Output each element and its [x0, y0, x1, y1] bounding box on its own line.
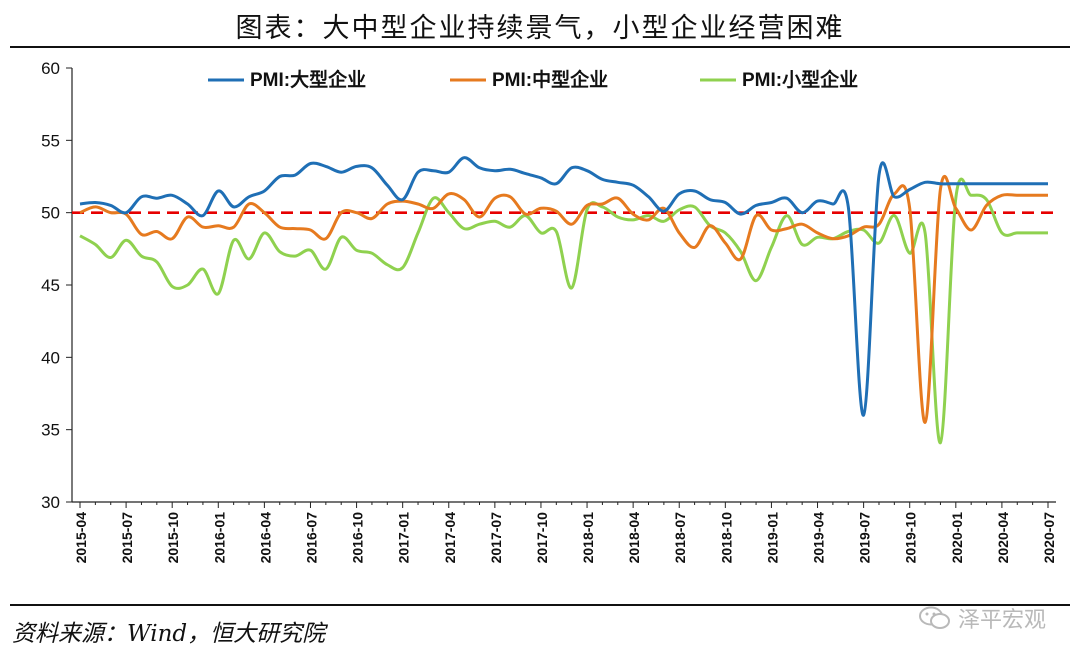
x-tick-label: 2017-07: [488, 512, 504, 564]
y-tick-label: 50: [41, 204, 60, 223]
x-tick-label: 2017-10: [534, 512, 550, 564]
wechat-icon: [918, 606, 950, 629]
y-tick-label: 40: [41, 348, 60, 367]
x-tick-label: 2020-01: [949, 512, 965, 564]
pmi-line-chart: 30 35 40 45 50 55 60 2015-04 2015-07 2015-10 2016-…: [41, 59, 1057, 563]
x-tick-label: 2018-07: [672, 512, 688, 564]
top-rule: [10, 46, 1070, 48]
series-line-1: [79, 175, 1048, 424]
x-tick-label: 2019-07: [857, 512, 873, 564]
x-tick-label: 2019-01: [764, 512, 780, 564]
legend-label-2: PMI:小型企业: [742, 68, 858, 91]
y-tick-label: 55: [41, 131, 60, 150]
x-tick-label: 2017-04: [442, 512, 458, 564]
x-tick-label: 2018-04: [626, 512, 642, 564]
x-tick-label: 2016-07: [303, 512, 319, 564]
watermark-text: 泽平宏观: [957, 608, 1046, 633]
y-tick-label: 45: [41, 276, 60, 295]
source-note: 资料来源：Wind，恒大研究院: [12, 621, 326, 647]
x-tick-label: 2016-10: [350, 512, 366, 564]
x-tick-label: 2015-04: [73, 512, 89, 564]
x-tick-label: 2020-04: [995, 512, 1011, 564]
watermark: 泽平宏观: [918, 602, 1046, 634]
x-tick-label: 2015-10: [165, 512, 181, 564]
x-tick-label: 2016-04: [257, 512, 273, 564]
axes: 30 35 40 45 50 55 60 2015-04 2015-07 2015-10 2016-…: [41, 59, 1057, 563]
chart-title: 图表：大中型企业持续景气，小型企业经营困难: [235, 13, 845, 44]
series-line-0: [79, 156, 1048, 417]
series-line-2: [79, 177, 1048, 445]
x-tick-label: 2019-04: [811, 512, 827, 564]
x-tick-label: 2018-01: [580, 512, 596, 564]
bottom-rule: [10, 604, 1070, 606]
legend-label-1: PMI:中型企业: [492, 68, 608, 91]
x-tick-label: 2020-07: [1041, 512, 1057, 564]
legend-label-0: PMI:大型企业: [250, 68, 366, 91]
y-tick-label: 35: [41, 421, 60, 440]
x-tick-label: 2018-10: [718, 512, 734, 564]
series-lines: [79, 156, 1048, 445]
x-tick-label: 2019-10: [903, 512, 919, 564]
x-tick-label: 2017-01: [396, 512, 412, 564]
y-tick-label: 60: [41, 59, 60, 78]
legend: PMI:大型企业 PMI:中型企业 PMI:小型企业: [208, 68, 858, 91]
y-tick-label: 30: [41, 493, 60, 512]
x-tick-label: 2015-07: [119, 512, 135, 564]
x-tick-label: 2016-01: [211, 512, 227, 564]
